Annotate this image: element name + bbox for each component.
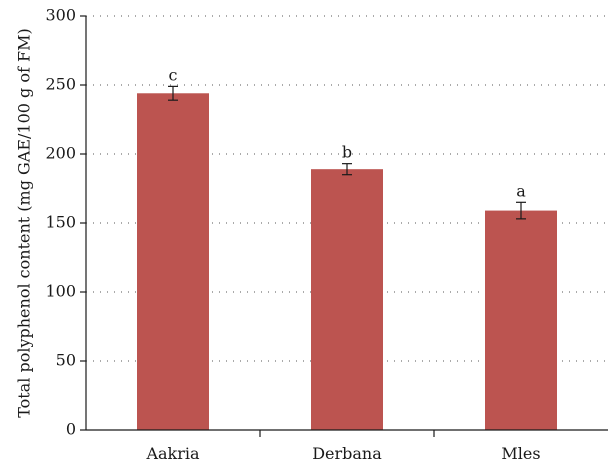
y-tick-label: 250 — [45, 75, 76, 94]
y-tick-label: 50 — [56, 351, 76, 370]
bar-derbana — [311, 169, 383, 430]
x-category-label: Mles — [501, 444, 540, 463]
y-ticks: 0 50 100 150 200 250 300 — [45, 6, 86, 439]
error-bar — [516, 201, 526, 220]
y-tick-label: 150 — [45, 213, 76, 232]
x-ticks: Aakria Derbana Mles — [145, 430, 541, 463]
bar-aakria — [137, 93, 209, 430]
bars: c b a — [137, 65, 557, 430]
y-tick-label: 300 — [45, 6, 76, 25]
significance-label: c — [169, 65, 178, 84]
x-category-label: Aakria — [145, 444, 200, 463]
significance-label: b — [342, 143, 352, 162]
y-tick-label: 100 — [45, 282, 76, 301]
bar-mles — [485, 210, 557, 430]
x-category-label: Derbana — [312, 444, 382, 463]
y-axis-label: Total polyphenol content (mg GAE/100 g o… — [15, 28, 34, 418]
y-tick-label: 0 — [66, 420, 76, 439]
error-bar — [342, 163, 352, 176]
error-bar — [168, 85, 178, 101]
y-tick-label: 200 — [45, 144, 76, 163]
significance-label: a — [516, 181, 526, 200]
